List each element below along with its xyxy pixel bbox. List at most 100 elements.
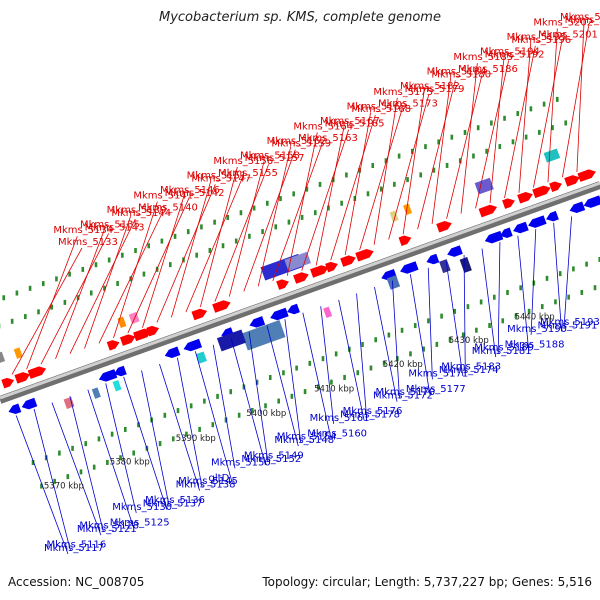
label-connector	[51, 402, 102, 536]
tick-mark	[437, 139, 440, 145]
gene-label: Mkms_5143	[85, 222, 145, 233]
gene-label: Mkms_5195	[507, 32, 567, 43]
gene-label: Mkms_5196	[511, 35, 571, 46]
tick-mark	[361, 341, 364, 347]
label-connector	[272, 144, 323, 282]
gene-label: Mkms_5176	[343, 406, 403, 417]
gene-label: Mkms_5139	[107, 205, 167, 216]
gene-label: Mkms_5171	[408, 368, 468, 379]
gene-label: Mkms_5147	[191, 173, 251, 184]
label-connector	[359, 109, 403, 250]
label-connector	[98, 213, 163, 344]
tick-mark	[532, 280, 536, 286]
tick-mark	[287, 219, 291, 225]
tick-mark	[369, 365, 373, 371]
tick-mark	[266, 200, 269, 206]
gene-label: Mkms_5204	[565, 15, 600, 26]
top-gene-arrow	[564, 175, 580, 187]
gene-label: Mkms_5134	[53, 225, 113, 236]
gene-label: Mkms_5125	[110, 517, 170, 528]
label-connector	[315, 126, 345, 266]
gene-block	[0, 351, 6, 364]
gene-label: Mkms_5138	[176, 480, 236, 491]
tick-mark	[545, 275, 549, 281]
tick-mark	[10, 318, 14, 324]
gene-label: Mkms_5157	[245, 153, 305, 164]
label-connector	[194, 351, 233, 484]
label-connector	[373, 97, 398, 245]
tick-mark	[400, 327, 404, 333]
gene-label: Mkms_5155	[218, 168, 278, 179]
bottom-gene-arrow	[569, 201, 586, 213]
top-gene-arrow	[27, 366, 47, 379]
tick-mark	[292, 191, 295, 197]
tick-mark	[580, 289, 584, 295]
gene-label: Mkms_5159	[271, 139, 331, 150]
tick-mark	[169, 262, 172, 268]
genome-backbone	[0, 181, 600, 404]
tick-mark	[132, 450, 136, 456]
tick-mark	[264, 403, 267, 409]
gene-label: Mkms_5154	[277, 432, 337, 443]
label-connector	[142, 195, 185, 328]
tick-mark	[147, 243, 150, 249]
gene-block	[63, 396, 75, 409]
tick-mark	[475, 327, 478, 333]
gene-label: Mkms_5135	[80, 220, 140, 231]
tick-mark	[211, 422, 215, 428]
tick-mark	[564, 120, 567, 126]
label-connector	[286, 132, 318, 276]
label-connector	[284, 319, 302, 443]
tick-mark	[406, 177, 409, 183]
tick-mark	[158, 441, 162, 447]
tick-mark	[186, 229, 190, 235]
label-connector	[344, 112, 372, 256]
gene-label: Mkms_5172	[373, 391, 433, 402]
gene-block	[241, 320, 286, 351]
tick-mark	[345, 172, 348, 178]
tick-mark	[2, 295, 6, 301]
tick-mark	[461, 332, 465, 338]
tick-mark	[493, 294, 496, 300]
top-gene-arrow	[310, 265, 329, 278]
tick-mark	[353, 195, 357, 201]
gene-label: Mkms_5192	[485, 49, 545, 60]
kbp-ruler: 5370 kbp 5380 kbp 5390 kbp 5400 kbp 5410 kbp…	[44, 313, 555, 492]
tick-mark	[316, 384, 320, 390]
gene-label: Mkms_5149	[244, 451, 304, 462]
tick-mark	[216, 393, 219, 399]
label-connector	[417, 80, 456, 230]
bottom-gene-arrow	[447, 245, 463, 257]
label-connector	[431, 77, 452, 224]
tick-mark	[137, 422, 140, 428]
tick-mark	[501, 318, 505, 324]
top-gene-arrow	[146, 325, 160, 337]
gene-block	[323, 306, 333, 319]
tick-mark	[229, 389, 233, 395]
bottom-gene-arrow	[513, 221, 529, 234]
gene-label: Mkms_5186	[458, 64, 518, 75]
top-gene-arrow	[577, 169, 596, 182]
tick-mark	[24, 314, 27, 320]
ruler-label: 5410 kbp	[314, 384, 354, 394]
tick-mark	[63, 299, 67, 305]
gene-block	[284, 251, 312, 272]
tick-mark	[488, 322, 491, 328]
tick-mark	[558, 271, 562, 277]
label-connector	[460, 63, 478, 214]
tick-mark	[540, 304, 544, 310]
tick-mark	[84, 441, 88, 447]
gene-label: Mkms_5194	[480, 47, 540, 58]
gene-label: Mkms_5130	[112, 502, 172, 513]
tick-mark	[506, 290, 509, 296]
label-connector	[199, 166, 238, 308]
tick-mark	[185, 431, 188, 437]
tick-mark	[498, 144, 502, 150]
tick-mark	[318, 181, 322, 187]
accession-text: Accession: NC_008705	[8, 575, 145, 589]
tick-mark	[384, 158, 388, 164]
gene-block	[403, 203, 413, 216]
backbone-highlight	[0, 181, 600, 400]
bottom-gene-arrow	[484, 230, 504, 244]
